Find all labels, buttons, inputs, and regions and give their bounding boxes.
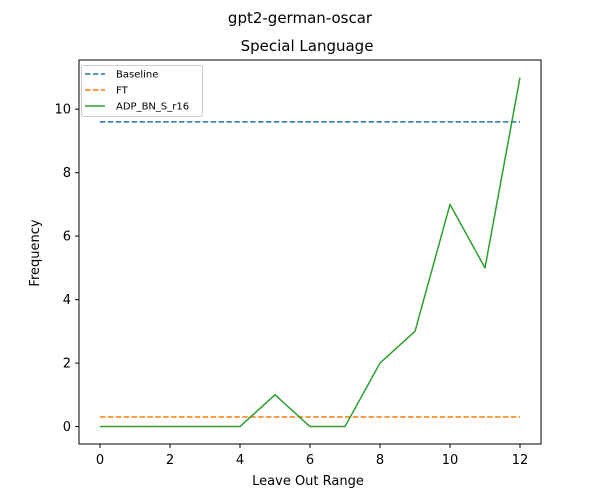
y-tick-label: 10 [54, 103, 71, 118]
x-tick-label: 6 [306, 453, 314, 468]
y-tick-label: 4 [63, 293, 71, 308]
y-axis: 0 2 4 6 8 10 [54, 103, 79, 435]
legend-label-3: ADP_BN_S_r16 [116, 102, 189, 113]
legend-label-2: FT [116, 86, 129, 97]
x-tick-label: 10 [442, 453, 459, 468]
y-tick-label: 0 [63, 420, 71, 435]
x-tick-label: 4 [236, 453, 244, 468]
y-axis-label: Frequency [28, 219, 43, 286]
legend-label-1: Baseline [116, 70, 158, 81]
x-tick-label: 2 [166, 453, 174, 468]
y-tick-label: 8 [63, 166, 71, 181]
legend: Baseline FT ADP_BN_S_r16 [81, 65, 203, 117]
x-tick-label: 0 [96, 453, 104, 468]
series-layer [100, 77, 521, 428]
figure-suptitle: gpt2-german-oscar [228, 9, 373, 27]
chart-title: Special Language [241, 37, 374, 55]
x-axis: 0 2 4 6 8 10 12 [96, 444, 528, 468]
x-tick-label: 12 [512, 453, 529, 468]
y-tick-label: 2 [63, 357, 71, 372]
plot-frame [78, 59, 542, 445]
y-tick-label: 6 [63, 230, 71, 245]
series-line-3 [100, 77, 521, 428]
x-tick-label: 8 [376, 453, 384, 468]
legend-frame [81, 65, 203, 117]
x-axis-label: Leave Out Range [252, 474, 364, 489]
